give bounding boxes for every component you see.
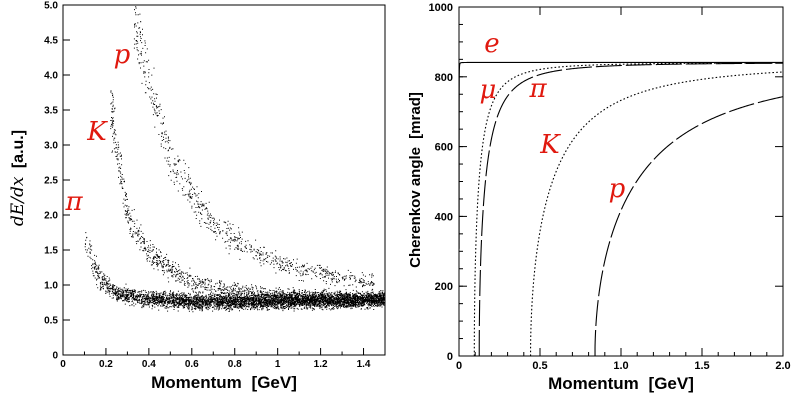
dedx-y-axis-label-main: dE/dx [8, 176, 28, 226]
dedx-x-tick-label: 0.2 [99, 359, 113, 370]
cherenkov-curve-p [594, 96, 784, 356]
cherenkov-x-axis-label-main: Momentum [548, 374, 639, 393]
dedx-y-tick-label: 5.0 [44, 1, 58, 12]
cherenkov-x-tick-label: 2.0 [775, 360, 790, 372]
dedx-chart: 0 0.2 0.4 0.6 0.8 1 1.2 1.4 0 0.5 1.0 1.5 2.0 2.5 3.0… [8, 1, 386, 392]
dedx-y-tick-label: 3.0 [44, 141, 58, 152]
dedx-y-tick-label: 2.5 [44, 176, 58, 187]
cherenkov-x-ticks: 0 0.5 1.0 1.5 2.0 [456, 7, 791, 372]
cherenkov-y-tick-label: 0 [447, 351, 453, 363]
cherenkov-pion-label: π [528, 74, 547, 104]
cherenkov-curve-pi [478, 62, 784, 356]
dedx-y-axis-label: dE/dx [a.u.] [8, 130, 28, 226]
dedx-x-ticks: 0 0.2 0.4 0.6 0.8 1 1.2 1.4 [60, 348, 386, 370]
dedx-x-axis-label-main: Momentum [151, 373, 242, 392]
cherenkov-curves [458, 61, 784, 356]
dedx-kaon-label: K [86, 117, 108, 147]
cherenkov-y-axis-label-unit: [mrad] [407, 92, 424, 139]
dedx-x-axis-label: Momentum [GeV] [151, 373, 297, 392]
cherenkov-x-tick-label: 0 [456, 360, 462, 372]
dedx-y-axis-label-unit: [a.u.] [10, 130, 27, 168]
cherenkov-x-tick-label: 1.0 [613, 360, 628, 372]
dedx-x-tick-label: 1.4 [357, 359, 371, 370]
cherenkov-y-axis-label: Cherenkov angle [mrad] [407, 92, 424, 268]
cherenkov-curve-mu [473, 62, 784, 356]
dedx-y-tick-label: 0.5 [44, 316, 58, 327]
cherenkov-y-tick-label: 400 [435, 211, 453, 223]
cherenkov-y-tick-label: 1000 [429, 2, 453, 14]
dedx-pion-label: π [64, 187, 83, 217]
dedx-x-tick-label: 1 [275, 359, 281, 370]
cherenkov-chart: 0 0.5 1.0 1.5 2.0 0 200 400 600 800 1000 Cherenko… [407, 2, 791, 393]
cherenkov-y-tick-label: 200 [435, 281, 453, 293]
dedx-x-tick-label: 1.2 [314, 359, 328, 370]
cherenkov-y-tick-label: 600 [435, 142, 453, 154]
dedx-scatter-dots [84, 6, 385, 313]
dedx-y-tick-label: 1.0 [44, 281, 58, 292]
dedx-x-tick-label: 0.6 [185, 359, 199, 370]
dedx-x-axis-label-unit: [GeV] [252, 373, 297, 392]
dedx-x-tick-label: 0 [60, 359, 66, 370]
dedx-scatter-points [84, 6, 385, 313]
dedx-x-tick-label: 0.4 [142, 359, 156, 370]
cherenkov-x-tick-label: 0.5 [532, 360, 547, 372]
cherenkov-electron-label: e [484, 29, 499, 59]
cherenkov-x-tick-label: 1.5 [694, 360, 709, 372]
dedx-y-tick-label: 1.5 [44, 246, 58, 257]
cherenkov-x-axis-label: Momentum [GeV] [548, 374, 694, 393]
cherenkov-kaon-label: K [539, 130, 561, 160]
dedx-proton-label: p [114, 40, 131, 70]
cherenkov-curve-e [458, 61, 783, 249]
cherenkov-curve-k [530, 71, 784, 356]
dedx-x-tick-label: 0.8 [228, 359, 242, 370]
cherenkov-y-tick-label: 800 [435, 72, 453, 84]
dedx-y-tick-label: 3.5 [44, 106, 58, 117]
cherenkov-y-ticks: 0 200 400 600 800 1000 [429, 2, 783, 363]
cherenkov-y-axis-label-main: Cherenkov angle [407, 147, 424, 268]
dedx-y-tick-label: 4.5 [44, 36, 58, 47]
cherenkov-proton-label: p [609, 174, 626, 204]
dedx-y-tick-label: 4.0 [44, 71, 58, 82]
cherenkov-muon-label: μ [480, 75, 497, 105]
dedx-y-ticks: 0 0.5 1.0 1.5 2.0 2.5 3.0 3.5 4.0 4.5 5.0 [44, 1, 70, 362]
cherenkov-x-axis-label-unit: [GeV] [649, 374, 694, 393]
dedx-y-tick-label: 2.0 [44, 211, 58, 222]
dedx-y-tick-label: 0 [52, 351, 58, 362]
